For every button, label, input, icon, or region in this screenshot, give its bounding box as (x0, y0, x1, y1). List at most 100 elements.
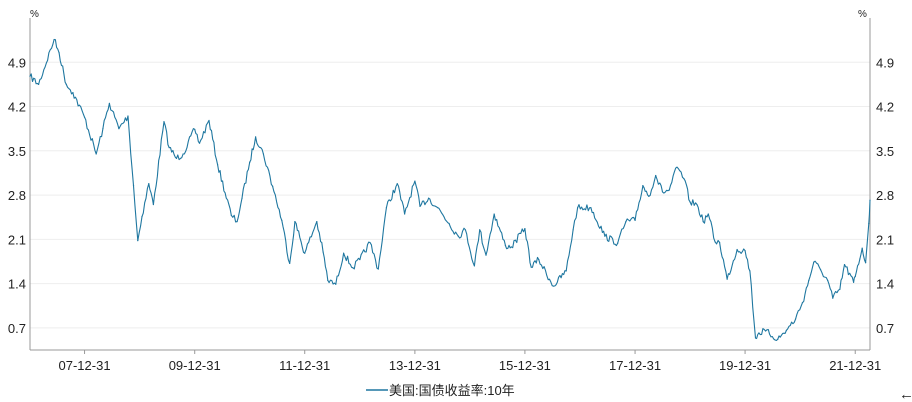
y-tick-right-4.2: 4.2 (876, 100, 894, 115)
data-point-2012-12-31 (359, 258, 361, 261)
data-point-2019-02-15 (696, 203, 698, 206)
data-point-2016-04-01 (538, 258, 540, 261)
x-tick-17-12-31: 17-12-31 (609, 358, 661, 373)
data-point-2019-03-28 (702, 221, 704, 223)
data-point-2011-08-01 (281, 219, 283, 221)
data-point-2015-06-10 (493, 213, 495, 215)
data-point-2015-12-31 (524, 227, 526, 230)
data-point-2010-11-10 (241, 197, 243, 199)
data-point-2012-07-24 (335, 283, 337, 285)
x-tick-21-12-31: 21-12-31 (829, 358, 881, 373)
data-point-2011-10-27 (294, 221, 296, 223)
data-point-2011-09-22 (289, 262, 291, 264)
data-point-2019-09-03 (726, 278, 728, 280)
data-point-2021-12-31 (854, 276, 856, 278)
data-point-2012-03-20 (316, 221, 318, 223)
data-point-2007-06-12 (53, 38, 55, 41)
data-point-2021-05-15 (819, 269, 822, 271)
data-point-2017-09-07 (617, 242, 619, 244)
y-tick-left-2.8: 2.8 (8, 188, 26, 203)
data-point-2009-01-15 (141, 215, 143, 218)
right-unit-label: % (858, 9, 867, 20)
data-point-2011-04-01 (262, 153, 265, 155)
data-point-2012-11-15 (352, 267, 354, 269)
data-point-2009-12-31 (194, 128, 196, 130)
data-point-2021-12-20 (852, 281, 855, 283)
y-tick-labels: 0.7 0.7 1.4 1.4 2.1 2.1 2.8 2.8 3.5 3.5 4.2 4.2 4.9 4… (8, 55, 894, 336)
data-point-2008-06-13 (108, 102, 111, 104)
data-point-2007-01-03 (29, 75, 31, 77)
data-point-2008-03-17 (95, 153, 97, 155)
data-point-2012-06-01 (327, 279, 329, 282)
data-point-2021-07-01 (827, 279, 829, 282)
data-point-2013-10-24 (404, 213, 406, 215)
grid-lines (30, 61, 870, 329)
data-point-2015-04-17 (485, 254, 487, 256)
data-point-2013-05-02 (377, 268, 379, 270)
data-point-2015-10-02 (510, 246, 512, 248)
legend: 美国:国债收益率:10年 (366, 383, 515, 398)
x-tick-09-12-31: 09-12-31 (169, 358, 221, 373)
data-point-2009-09-01 (175, 157, 178, 159)
data-point-2007-07-15 (58, 52, 60, 54)
left-unit-label: % (30, 9, 39, 20)
data-point-2020-04-01 (758, 332, 760, 334)
data-point-2009-07-15 (168, 147, 170, 149)
data-point-2010-08-31 (230, 214, 232, 216)
data-point-2014-10-15 (457, 235, 459, 237)
data-point-2007-12-31 (83, 116, 86, 118)
data-point-2018-10-05 (676, 166, 678, 168)
data-point-2018-08-15 (668, 189, 670, 191)
x-tick-labels: 07-12-31 09-12-31 11-12-31 13-12-31 15-12-31… (59, 350, 881, 373)
data-point-2015-01-30 (473, 265, 476, 267)
data-point-2008-05-01 (102, 128, 104, 130)
data-point-2013-06-25 (385, 207, 388, 209)
data-point-2022-04-08 (869, 199, 871, 201)
y-tick-left-1.4: 1.4 (8, 277, 26, 292)
data-point-2016-07-08 (552, 285, 555, 287)
data-point-2007-09-01 (65, 83, 67, 85)
back-arrow-icon[interactable]: ← (899, 386, 912, 402)
y-tick-left-3.5: 3.5 (8, 144, 26, 159)
data-point-2012-09-14 (343, 252, 345, 254)
data-point-2011-06-01 (272, 185, 274, 187)
x-tick-13-12-31: 13-12-31 (389, 358, 441, 373)
data-point-2019-07-15 (719, 241, 721, 244)
data-point-2016-12-15 (577, 207, 579, 209)
data-point-2014-02-03 (419, 205, 421, 208)
data-point-2019-05-01 (707, 213, 709, 215)
data-point-2010-10-08 (236, 221, 238, 223)
data-point-2010-06-01 (217, 164, 219, 166)
data-point-2010-02-01 (198, 142, 201, 144)
y-tick-right-2.8: 2.8 (876, 188, 894, 203)
y-tick-right-0.7: 0.7 (876, 321, 894, 336)
data-point-2022-02-15 (861, 247, 863, 249)
data-point-2018-11-20 (683, 178, 685, 180)
data-point-2014-08-15 (448, 222, 450, 225)
y-tick-right-3.5: 3.5 (876, 144, 894, 159)
data-point-2009-03-01 (148, 183, 150, 185)
data-point-2021-09-20 (839, 288, 841, 290)
data-point-2021-01-15 (801, 301, 804, 304)
data-point-2018-02-21 (642, 184, 644, 187)
y-tick-right-4.9: 4.9 (876, 55, 894, 70)
data-point-2022-01-31 (859, 258, 861, 260)
data-point-2009-10-15 (182, 153, 184, 155)
data-point-2021-08-04 (832, 297, 834, 299)
data-point-2007-03-01 (37, 83, 40, 85)
data-point-2012-05-01 (322, 251, 324, 253)
data-point-2020-08-04 (777, 338, 779, 340)
data-point-2020-02-01 (749, 270, 751, 272)
data-point-2019-12-31 (744, 250, 746, 252)
data-point-2007-10-15 (72, 92, 74, 94)
data-point-2016-09-30 (565, 270, 567, 272)
data-point-2014-12-01 (464, 229, 466, 231)
data-point-2019-06-15 (714, 241, 716, 243)
data-point-2008-08-15 (118, 128, 120, 130)
y-tick-left-0.7: 0.7 (8, 321, 26, 336)
data-point-2017-06-14 (604, 235, 606, 237)
data-point-2020-05-15 (764, 330, 767, 332)
data-point-2018-12-31 (689, 201, 691, 203)
data-point-2015-03-06 (479, 229, 481, 231)
